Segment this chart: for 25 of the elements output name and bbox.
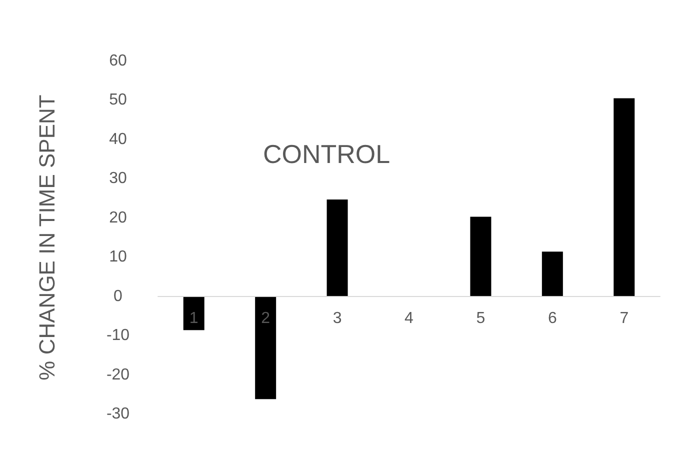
x-tick-label: 6 (548, 310, 557, 327)
y-tick-label: -10 (106, 327, 130, 344)
x-tick-label: 7 (620, 310, 629, 327)
x-tick-label: 5 (476, 310, 486, 327)
bar (614, 98, 635, 296)
y-tick-label: 30 (109, 170, 127, 188)
y-tick-label: -30 (106, 406, 130, 422)
bar (470, 216, 492, 296)
y-tick-label: -20 (106, 366, 130, 384)
bar (542, 252, 563, 296)
y-tick-label: 0 (114, 288, 123, 305)
x-tick-label: 2 (261, 310, 270, 327)
x-tick-label: 1 (189, 310, 198, 327)
x-tick-label: 3 (332, 310, 342, 327)
y-tick-label: 20 (109, 209, 127, 226)
y-tick-label: 40 (109, 130, 127, 148)
y-axis-title: % CHANGE IN TIME SPENT (34, 94, 60, 380)
y-tick-label: 10 (109, 248, 127, 266)
y-tick-label: 60 (109, 52, 127, 70)
y-tick-label: 50 (109, 92, 127, 109)
text: CONTROL (263, 139, 390, 169)
bar (326, 199, 348, 296)
x-tick-label: 4 (404, 310, 414, 327)
bar (255, 296, 276, 400)
bar (183, 296, 204, 330)
